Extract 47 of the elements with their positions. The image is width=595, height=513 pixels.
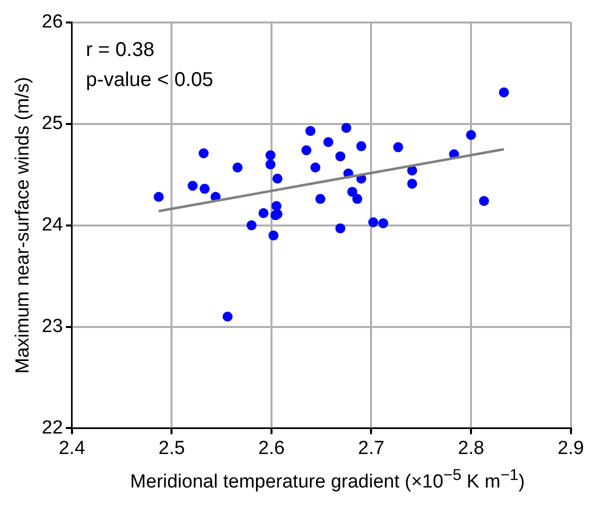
point [268,230,278,240]
y-tick-label: 25 [42,113,63,134]
point [356,141,366,152]
point [315,194,326,204]
point [188,180,198,191]
point [368,217,378,228]
point [271,201,282,212]
point [232,162,243,172]
point [265,159,276,170]
y-axis-title: Maximum near-surface winds (m/s) [12,76,34,374]
annotation: r = 0.38 [86,38,154,61]
x-axis-title: Meridional temperature gradient (×10$^{−5}$ K m$^{−1}$) [129,467,526,494]
point [310,162,320,172]
y-tick-label: 23 [42,316,63,337]
point [352,194,362,204]
point [335,151,346,162]
point [222,312,233,322]
x-tick-label: 2.5 [158,438,185,459]
point [407,166,418,176]
point [378,218,388,228]
point [258,208,268,218]
x-tick-label: 2.7 [358,438,384,459]
annotation: p-value < 0.05 [86,68,214,91]
point [347,186,358,197]
x-tick-label: 2.6 [258,438,285,459]
point [246,220,257,230]
point [341,122,352,133]
point [393,142,404,152]
y-tick-label: 24 [42,214,64,236]
x-tick-label: 2.8 [458,438,484,459]
point [335,223,346,234]
x-tick-label: 2.4 [58,438,86,459]
point [305,126,316,136]
point [301,145,312,156]
x-tick-label: 2.9 [558,438,584,459]
point [272,174,282,184]
y-tick-label: 22 [42,417,63,438]
point [407,178,418,189]
point [265,150,276,160]
point [478,196,489,206]
point [154,192,164,202]
point [198,148,209,158]
point [323,137,334,148]
point [466,130,476,140]
point [200,184,210,194]
y-tick-label: 26 [42,12,63,33]
point [498,87,509,98]
